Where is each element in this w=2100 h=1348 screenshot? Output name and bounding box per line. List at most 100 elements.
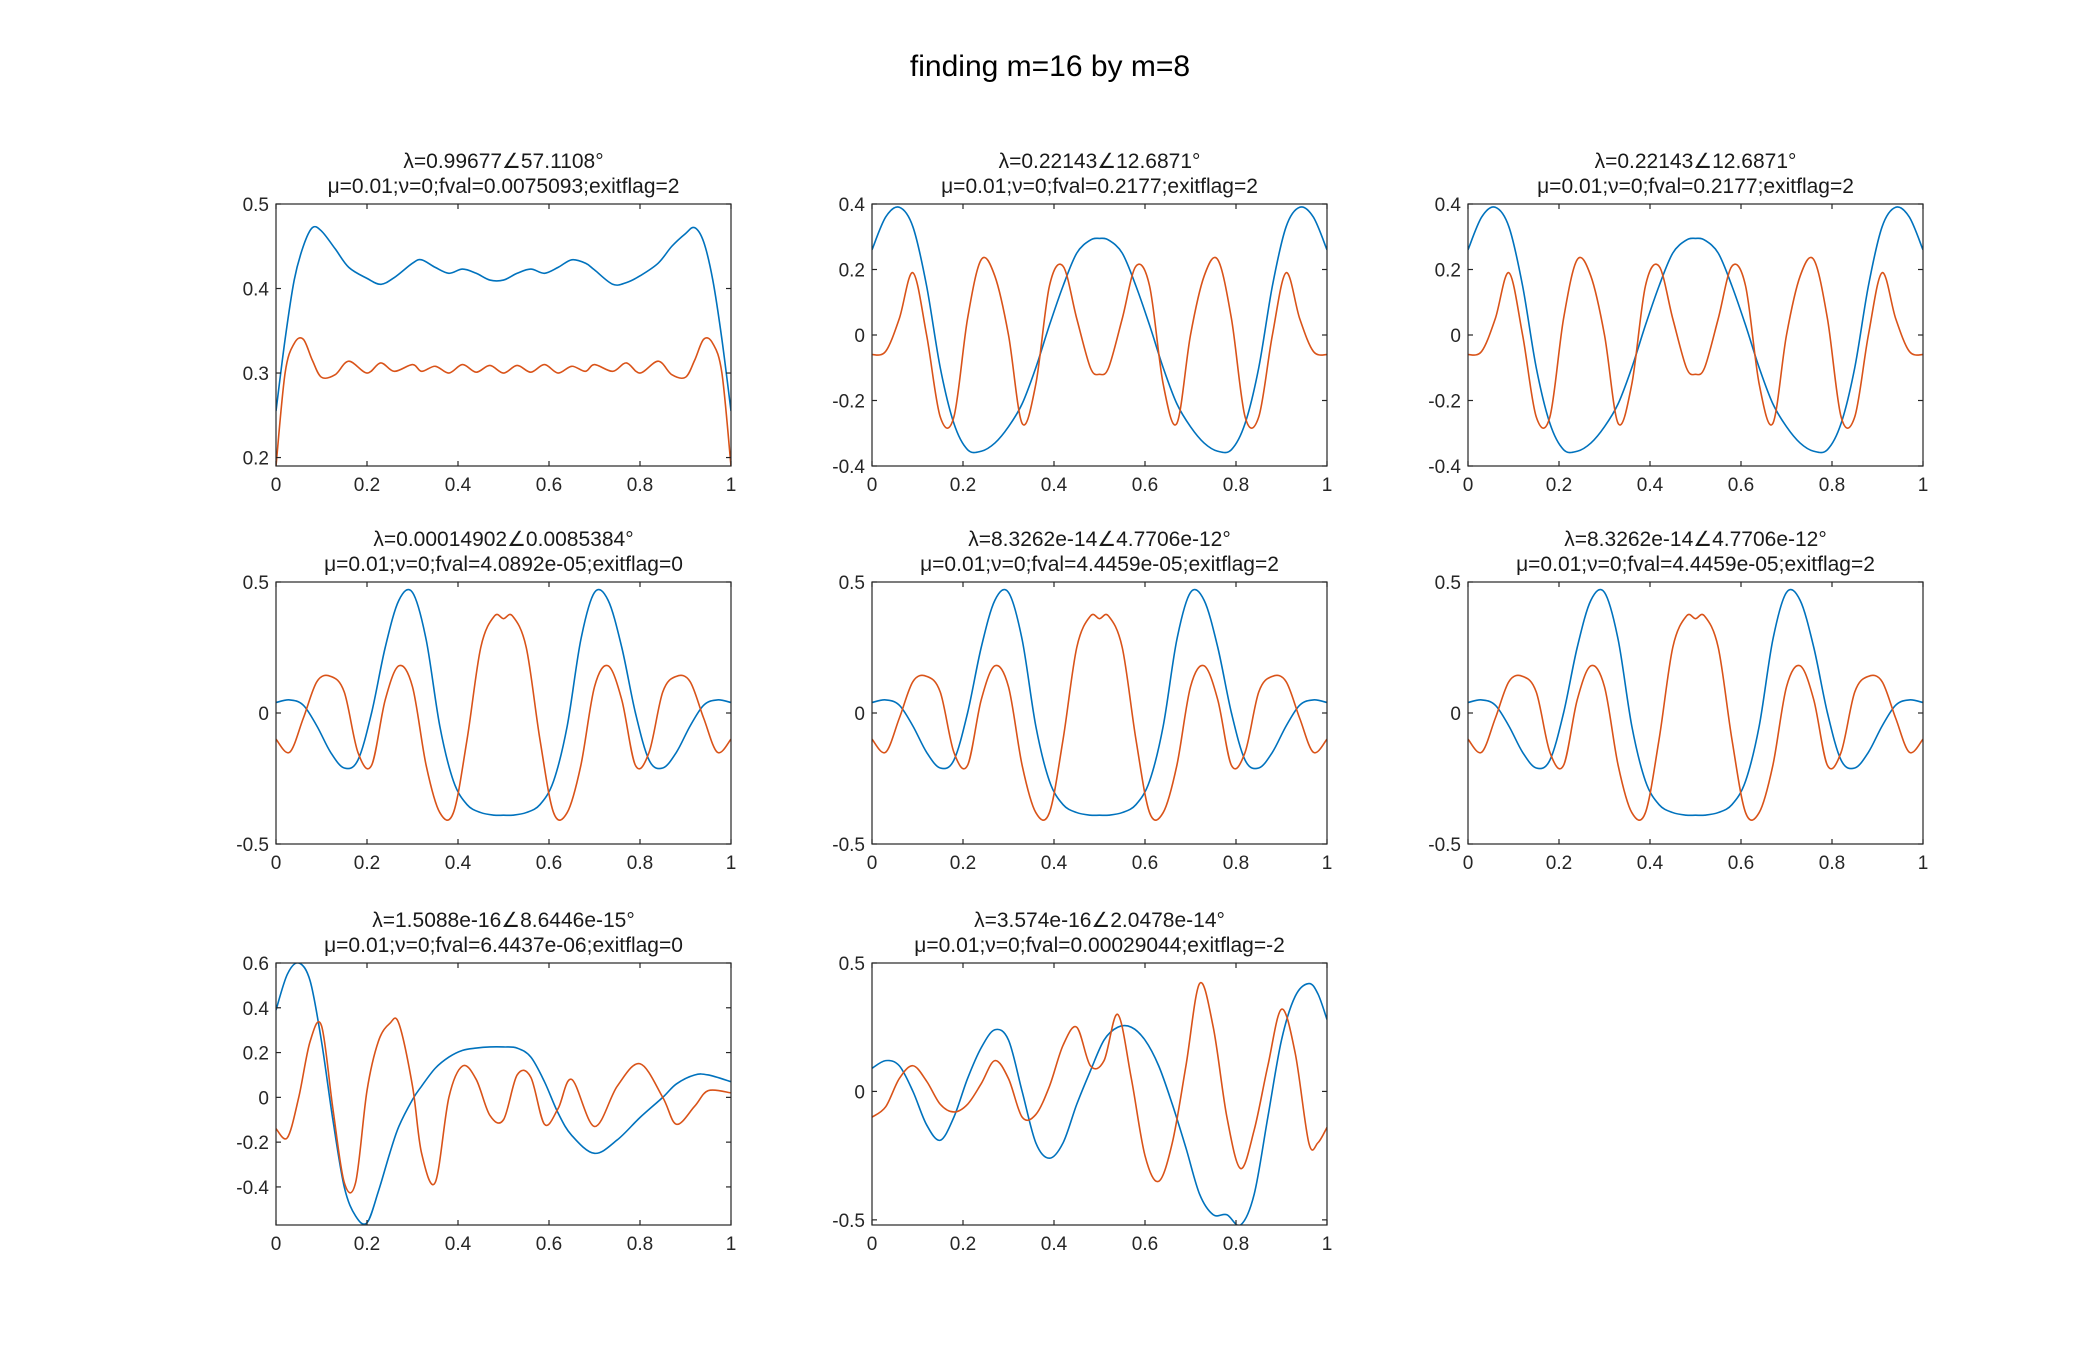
y-tick-label: 0.5: [1435, 573, 1461, 594]
axes-box: [275, 203, 732, 467]
subplot-title-line1: λ=8.3262e-14∠4.7706e-12°: [1564, 528, 1827, 551]
x-tick-label: 0.6: [1728, 475, 1754, 496]
subplot-title-line2: μ=0.01;ν=0;fval=4.4459e-05;exitflag=2: [920, 553, 1279, 576]
subplot-title-line2: μ=0.01;ν=0;fval=0.2177;exitflag=2: [941, 175, 1258, 198]
subplot-title-line2: μ=0.01;ν=0;fval=4.4459e-05;exitflag=2: [1516, 553, 1875, 576]
subplot-title-line2: μ=0.01;ν=0;fval=0.0075093;exitflag=2: [328, 175, 680, 198]
y-tick-label: 0.4: [839, 195, 866, 216]
y-tick-label: 0.6: [243, 954, 269, 975]
series-line-1: [1468, 206, 1923, 454]
axes-box: [1467, 203, 1924, 467]
x-tick-label: 0.6: [536, 1234, 562, 1255]
axes-box: [871, 962, 1328, 1226]
y-tick-label: 0.2: [243, 449, 269, 470]
y-tick-label: 0.3: [243, 364, 269, 385]
x-tick-label: 0: [271, 853, 282, 874]
y-tick-label: -0.2: [1428, 392, 1461, 413]
subplot-4: λ=0.00014902∠0.0085384°μ=0.01;ν=0;fval=4…: [236, 528, 736, 874]
subplot-title-line1: λ=3.574e-16∠2.0478e-14°: [974, 909, 1225, 932]
y-tick-label: 0.2: [243, 1044, 269, 1065]
series-line-2: [1468, 256, 1923, 429]
series-line-1: [276, 588, 731, 817]
subplot-title-line2: μ=0.01;ν=0;fval=0.00029044;exitflag=-2: [914, 934, 1285, 957]
x-tick-label: 0.8: [627, 1234, 653, 1255]
x-tick-label: 0.8: [627, 475, 653, 496]
y-tick-label: 0.2: [1435, 261, 1461, 282]
y-tick-label: 0: [854, 1082, 865, 1103]
y-tick-label: 0: [258, 1088, 269, 1109]
subplot-1: λ=0.99677∠57.1108°μ=0.01;ν=0;fval=0.0075…: [243, 150, 737, 496]
x-tick-label: 1: [726, 475, 737, 496]
subplot-title-line1: λ=8.3262e-14∠4.7706e-12°: [968, 528, 1231, 551]
x-tick-label: 0.4: [1041, 475, 1068, 496]
x-tick-label: 0.6: [1132, 1234, 1158, 1255]
x-tick-label: 0: [867, 475, 878, 496]
y-tick-label: 0.4: [243, 999, 270, 1020]
x-tick-label: 1: [1918, 853, 1929, 874]
y-tick-label: -0.2: [236, 1133, 269, 1154]
series-line-1: [276, 963, 731, 1225]
x-tick-label: 0.2: [950, 1234, 976, 1255]
x-tick-label: 0: [1463, 475, 1474, 496]
x-tick-label: 0.6: [536, 853, 562, 874]
x-tick-label: 0.8: [1223, 1234, 1249, 1255]
subplot-title-line1: λ=0.22143∠12.6871°: [1595, 150, 1797, 173]
x-tick-label: 1: [1322, 853, 1333, 874]
series-line-2: [276, 337, 731, 466]
y-tick-label: -0.4: [1428, 457, 1461, 478]
x-tick-label: 0.4: [1637, 475, 1664, 496]
y-tick-label: 0: [854, 326, 865, 347]
axes-box: [871, 581, 1328, 845]
y-tick-label: -0.5: [1428, 835, 1461, 856]
x-tick-label: 0: [271, 1234, 282, 1255]
x-tick-label: 0.2: [950, 853, 976, 874]
x-tick-label: 0.8: [1223, 475, 1249, 496]
y-tick-label: 0: [258, 704, 269, 725]
x-tick-label: 1: [1322, 1234, 1333, 1255]
x-tick-label: 0.4: [445, 1234, 472, 1255]
y-tick-label: 0.5: [839, 954, 865, 975]
x-tick-label: 0.4: [1041, 1234, 1068, 1255]
series-line-2: [276, 1017, 731, 1194]
y-tick-label: 0.4: [1435, 195, 1462, 216]
x-tick-label: 1: [1918, 475, 1929, 496]
axes-box: [871, 203, 1328, 467]
series-line-2: [276, 613, 731, 821]
series-line-2: [872, 981, 1327, 1183]
subplot-5: λ=8.3262e-14∠4.7706e-12°μ=0.01;ν=0;fval=…: [832, 528, 1332, 874]
subplot-2: λ=0.22143∠12.6871°μ=0.01;ν=0;fval=0.2177…: [832, 150, 1332, 496]
x-tick-label: 1: [1322, 475, 1333, 496]
figure-title: finding m=16 by m=8: [909, 50, 1191, 83]
subplot-8: λ=3.574e-16∠2.0478e-14°μ=0.01;ν=0;fval=0…: [832, 909, 1332, 1255]
subplot-3: λ=0.22143∠12.6871°μ=0.01;ν=0;fval=0.2177…: [1428, 150, 1928, 496]
y-tick-label: 0: [854, 704, 865, 725]
y-tick-label: -0.4: [236, 1178, 269, 1199]
subplot-6: λ=8.3262e-14∠4.7706e-12°μ=0.01;ν=0;fval=…: [1428, 528, 1928, 874]
subplot-7: λ=1.5088e-16∠8.6446e-15°μ=0.01;ν=0;fval=…: [236, 909, 736, 1255]
subplot-title-line2: μ=0.01;ν=0;fval=0.2177;exitflag=2: [1537, 175, 1854, 198]
subplot-title-line1: λ=0.22143∠12.6871°: [999, 150, 1201, 173]
y-tick-label: 0.5: [243, 195, 269, 216]
series-line-2: [872, 256, 1327, 429]
series-line-1: [872, 588, 1327, 817]
series-line-1: [872, 206, 1327, 454]
series-line-1: [872, 982, 1327, 1225]
subplot-title-line1: λ=0.99677∠57.1108°: [403, 150, 603, 173]
x-tick-label: 0.2: [1546, 853, 1572, 874]
subplot-title-line1: λ=1.5088e-16∠8.6446e-15°: [372, 909, 635, 932]
y-tick-label: 0.5: [243, 573, 269, 594]
axes-box: [275, 581, 732, 845]
y-tick-label: -0.5: [832, 835, 865, 856]
x-tick-label: 0.6: [536, 475, 562, 496]
y-tick-label: -0.5: [832, 1211, 865, 1232]
axes-box: [1467, 581, 1924, 845]
series-line-1: [276, 225, 731, 412]
series-line-2: [1468, 613, 1923, 821]
x-tick-label: 1: [726, 853, 737, 874]
x-tick-label: 0: [1463, 853, 1474, 874]
y-tick-label: 0: [1450, 704, 1461, 725]
y-tick-label: -0.5: [236, 835, 269, 856]
x-tick-label: 0.6: [1132, 475, 1158, 496]
x-tick-label: 0.6: [1132, 853, 1158, 874]
x-tick-label: 1: [726, 1234, 737, 1255]
